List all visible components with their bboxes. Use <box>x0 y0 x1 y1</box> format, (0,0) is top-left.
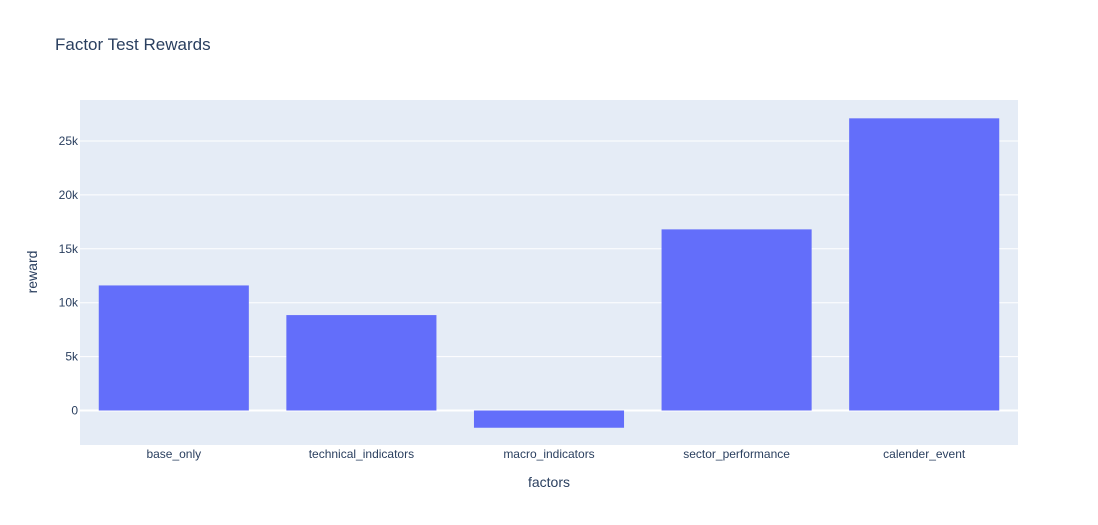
y-tick-label: 25k <box>59 134 79 148</box>
y-tick-label: 15k <box>59 242 79 256</box>
x-tick-label: calender_event <box>883 447 966 461</box>
bar-sector-performance <box>661 229 812 411</box>
x-axis-ticks: base_only technical_indicators macro_indic… <box>146 447 965 461</box>
x-tick-label: technical_indicators <box>309 447 414 461</box>
y-axis-ticks: 0 5k 10k 15k 20k 25k <box>59 134 79 418</box>
bars <box>98 118 1000 428</box>
x-tick-label: base_only <box>146 447 201 461</box>
y-tick-label: 10k <box>59 296 79 310</box>
y-axis-title: reward <box>24 251 40 294</box>
bar-technical-indicators <box>286 315 437 411</box>
y-tick-label: 0 <box>71 404 78 418</box>
bar-base-only <box>98 285 249 411</box>
x-tick-label: sector_performance <box>683 447 790 461</box>
x-axis-title: factors <box>528 474 570 490</box>
bar-macro-indicators <box>473 410 625 428</box>
bar-calender-event <box>849 118 1000 411</box>
y-tick-label: 20k <box>59 188 79 202</box>
x-tick-label: macro_indicators <box>503 447 594 461</box>
chart-title: Factor Test Rewards <box>55 35 211 54</box>
y-tick-label: 5k <box>65 350 79 364</box>
